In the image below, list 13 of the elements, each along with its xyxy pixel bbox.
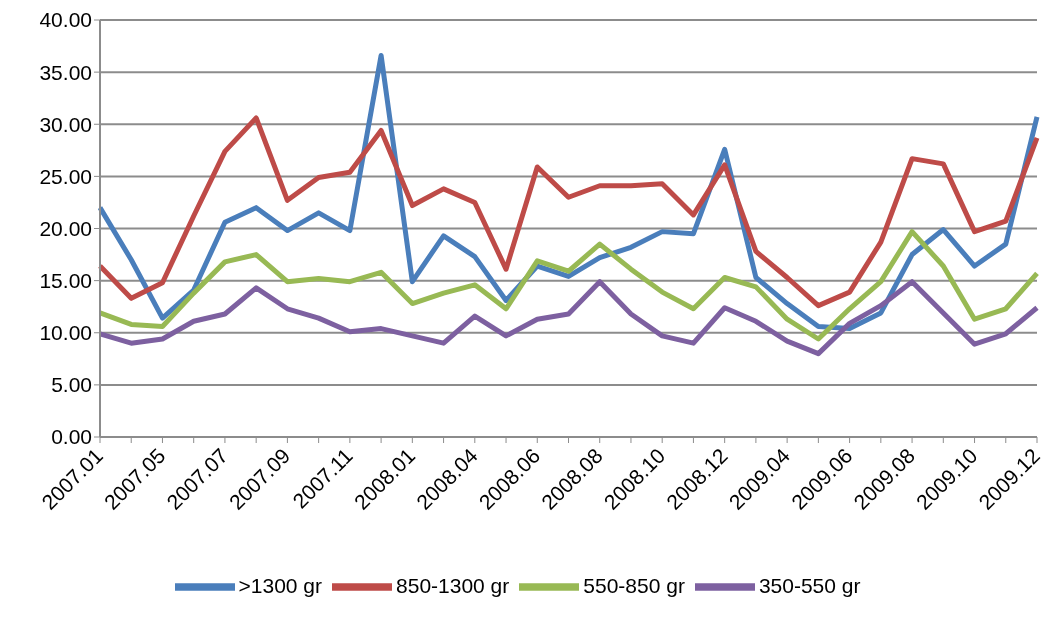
y-tick-label: 40.00 [39, 8, 92, 32]
legend-label: 850-1300 gr [396, 573, 510, 597]
y-tick-label: 15.00 [39, 269, 92, 293]
y-tick-label: 35.00 [39, 60, 92, 84]
legend-label: 550-850 gr [583, 573, 685, 597]
y-tick-label: 20.00 [39, 216, 92, 240]
y-tick-label: 10.00 [39, 321, 92, 345]
legend-label: >1300 gr [238, 573, 323, 597]
y-tick-label: 30.00 [39, 112, 92, 136]
y-tick-label: 0.00 [51, 425, 92, 449]
y-tick-label: 25.00 [39, 164, 92, 188]
y-tick-label: 5.00 [51, 373, 92, 397]
legend-label: 350-550 gr [758, 573, 861, 597]
